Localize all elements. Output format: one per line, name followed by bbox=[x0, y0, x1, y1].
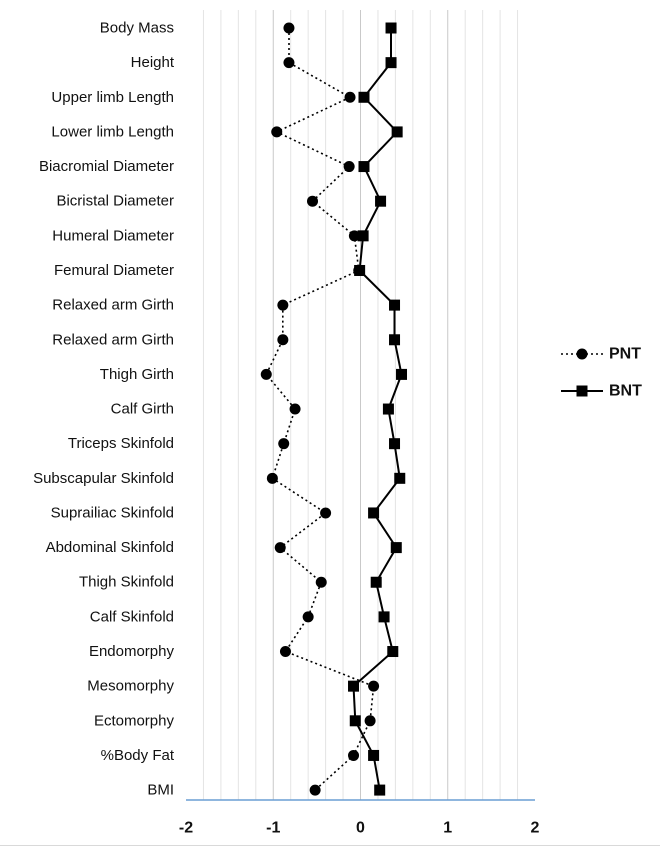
x-tick-label: 2 bbox=[531, 820, 540, 837]
data-point-pnt bbox=[368, 680, 380, 692]
category-label: Upper limb Length bbox=[51, 89, 174, 106]
data-point-bnt bbox=[370, 576, 382, 588]
data-point-bnt bbox=[391, 126, 403, 138]
data-point-pnt bbox=[283, 57, 295, 69]
data-point-pnt bbox=[348, 749, 360, 761]
data-point-bnt bbox=[354, 264, 366, 276]
category-label: Calf Girth bbox=[111, 401, 174, 418]
data-point-pnt bbox=[279, 646, 291, 658]
legend-label-pnt: PNT bbox=[609, 346, 641, 363]
category-label: Ectomorphy bbox=[94, 712, 175, 729]
data-point-bnt bbox=[396, 368, 408, 380]
data-point-bnt bbox=[368, 749, 380, 761]
data-point-bnt bbox=[389, 334, 401, 346]
data-point-pnt bbox=[344, 91, 356, 103]
series bbox=[260, 22, 408, 796]
category-label: Subscapular Skinfold bbox=[33, 470, 174, 487]
bottom-divider bbox=[0, 845, 660, 846]
data-point-bnt bbox=[358, 91, 370, 103]
legend-marker-pnt bbox=[576, 348, 588, 360]
data-point-bnt bbox=[390, 542, 402, 554]
data-point-bnt bbox=[378, 611, 390, 623]
x-tick-label: 0 bbox=[356, 820, 365, 837]
data-point-pnt bbox=[277, 299, 289, 311]
x-tick-label: -1 bbox=[266, 820, 280, 837]
data-point-bnt bbox=[348, 680, 360, 692]
legend-marker-bnt bbox=[576, 385, 588, 397]
data-point-pnt bbox=[278, 438, 290, 450]
data-point-bnt bbox=[349, 715, 361, 727]
x-tick-label: -2 bbox=[179, 820, 193, 837]
data-point-bnt bbox=[382, 403, 394, 415]
data-point-pnt bbox=[302, 611, 314, 623]
data-point-bnt bbox=[387, 646, 399, 658]
data-point-pnt bbox=[315, 576, 327, 588]
category-label: BMI bbox=[147, 782, 174, 799]
category-label: Humeral Diameter bbox=[52, 227, 174, 244]
category-label: Height bbox=[131, 54, 175, 71]
category-label: Relaxed arm Girth bbox=[52, 297, 174, 314]
category-label: Endomorphy bbox=[89, 643, 175, 660]
category-label: Calf Skinfold bbox=[90, 608, 174, 625]
series-line-pnt bbox=[265, 28, 375, 791]
data-point-bnt bbox=[389, 299, 401, 311]
data-point-bnt bbox=[375, 195, 387, 207]
data-point-pnt bbox=[289, 403, 301, 415]
data-point-bnt bbox=[385, 22, 397, 34]
data-point-bnt bbox=[385, 57, 397, 69]
category-label: Femural Diameter bbox=[54, 262, 174, 279]
legend: PNT BNT bbox=[561, 346, 642, 400]
category-label: Lower limb Length bbox=[51, 123, 174, 140]
x-tick-labels: -2 -1 0 1 2 bbox=[179, 820, 540, 837]
category-label: Relaxed arm Girth bbox=[52, 331, 174, 348]
data-point-pnt bbox=[277, 334, 289, 346]
data-point-pnt bbox=[320, 507, 332, 519]
category-label: Abdominal Skinfold bbox=[46, 539, 174, 556]
data-point-bnt bbox=[368, 507, 380, 519]
data-point-pnt bbox=[260, 368, 272, 380]
category-label: Suprailiac Skinfold bbox=[51, 504, 174, 521]
data-point-pnt bbox=[266, 472, 278, 484]
data-point-pnt bbox=[343, 161, 355, 173]
data-point-bnt bbox=[374, 784, 386, 796]
data-point-pnt bbox=[274, 542, 286, 554]
category-label: Body Mass bbox=[100, 20, 174, 37]
legend-label-bnt: BNT bbox=[609, 383, 642, 400]
data-point-pnt bbox=[283, 22, 295, 34]
category-labels: Body Mass Height Upper limb Length Lower li… bbox=[33, 20, 175, 799]
data-point-bnt bbox=[357, 230, 369, 242]
data-point-pnt bbox=[307, 195, 319, 207]
gridlines bbox=[202, 10, 519, 800]
data-point-bnt bbox=[394, 472, 406, 484]
data-point-pnt bbox=[364, 715, 376, 727]
data-point-pnt bbox=[271, 126, 283, 138]
category-label: Mesomorphy bbox=[87, 678, 174, 695]
category-label: Thigh Girth bbox=[100, 366, 174, 383]
data-point-pnt bbox=[309, 784, 321, 796]
category-label: Biacromial Diameter bbox=[39, 158, 174, 175]
data-point-bnt bbox=[358, 161, 370, 173]
category-label: %Body Fat bbox=[101, 747, 175, 764]
category-label: Triceps Skinfold bbox=[68, 435, 174, 452]
data-point-bnt bbox=[389, 438, 401, 450]
category-label: Bicristal Diameter bbox=[56, 193, 174, 210]
category-label: Thigh Skinfold bbox=[79, 574, 174, 591]
data-point-pnt bbox=[348, 230, 360, 242]
x-tick-label: 1 bbox=[443, 820, 452, 837]
